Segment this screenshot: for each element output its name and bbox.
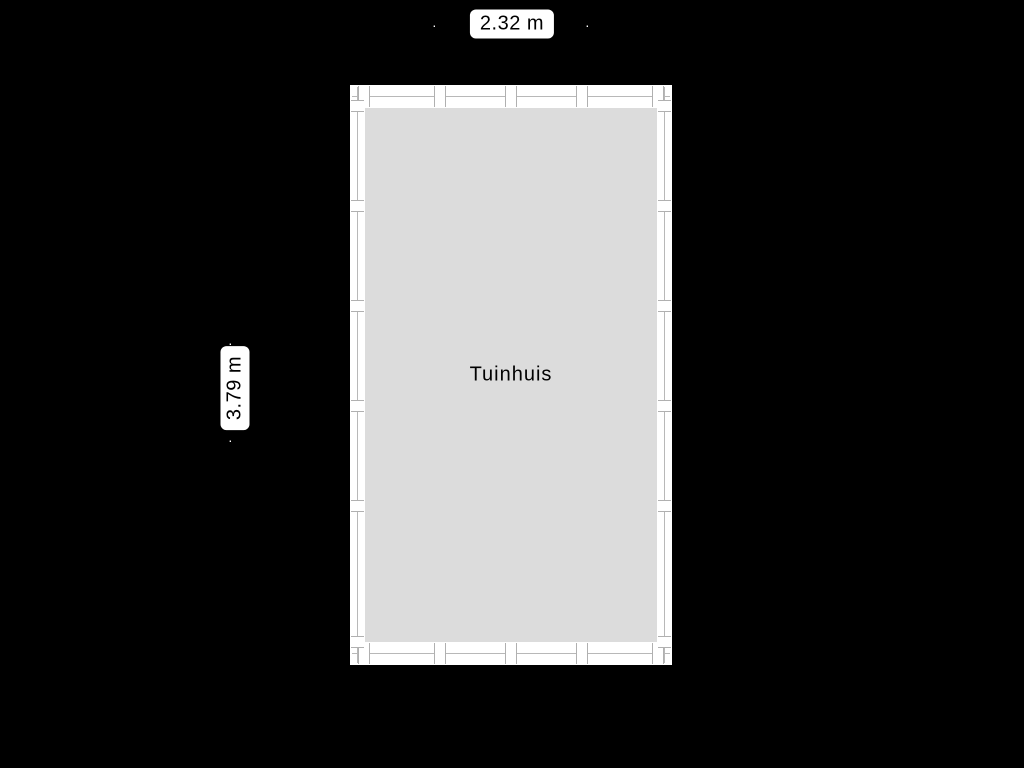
wall-stud	[351, 500, 364, 512]
wall-stud	[351, 100, 364, 112]
dimension-width-label: 2.32 m	[470, 10, 554, 39]
wall-stud	[434, 86, 446, 107]
wall-midline	[664, 87, 665, 663]
wall-stud	[658, 300, 671, 312]
floorplan-canvas: 2.32 m · · 3.79 m · · Tuinhuis	[0, 0, 1024, 768]
tick-icon: ·	[228, 336, 233, 350]
wall-stud	[351, 300, 364, 312]
room-label-text: Tuinhuis	[470, 364, 553, 386]
wall-stud	[658, 100, 671, 112]
wall-stud	[658, 400, 671, 412]
tick-icon: ·	[432, 18, 437, 32]
wall-stud	[351, 400, 364, 412]
wall-stud	[505, 86, 517, 107]
wall-stud	[576, 86, 588, 107]
wall-stud	[351, 636, 364, 648]
tick-icon: ·	[228, 433, 233, 447]
room-label: Tuinhuis	[470, 364, 553, 387]
wall-stud	[658, 200, 671, 212]
wall-stud	[658, 636, 671, 648]
wall-stud	[658, 500, 671, 512]
dimension-height-text: 3.79 m	[224, 356, 246, 420]
wall-stud	[434, 643, 446, 664]
wall-stud	[505, 643, 517, 664]
wall-stud	[576, 643, 588, 664]
tick-icon: ·	[585, 18, 590, 32]
dimension-height-label: 3.79 m	[221, 346, 250, 430]
dimension-width-text: 2.32 m	[480, 13, 544, 35]
wall-stud	[351, 200, 364, 212]
wall-midline	[357, 87, 358, 663]
